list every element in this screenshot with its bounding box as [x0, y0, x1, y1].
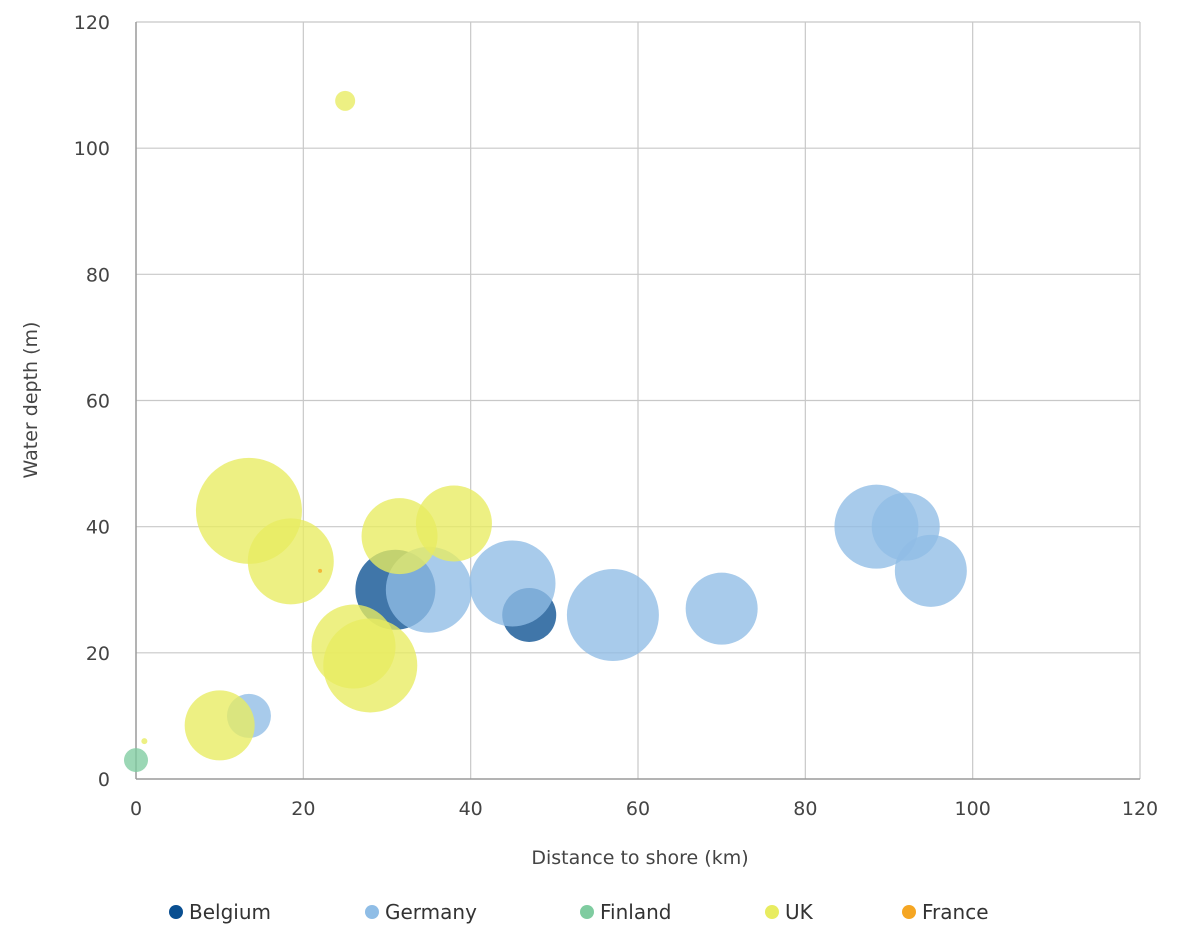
bubble-uk — [184, 690, 255, 761]
bubble-germany — [469, 540, 556, 627]
legend-label: UK — [785, 900, 814, 924]
bubble-germany — [566, 568, 659, 661]
legend-item-germany: Germany — [365, 900, 477, 924]
y-tick-label: 0 — [98, 769, 110, 791]
bubble-uk — [247, 518, 334, 605]
y-tick-label: 40 — [86, 517, 110, 539]
x-axis-title: Distance to shore (km) — [531, 847, 748, 869]
y-axis-title: Water depth (m) — [20, 322, 42, 479]
bubble-uk — [323, 618, 418, 713]
legend-label: Belgium — [189, 900, 271, 924]
y-tick-label: 100 — [74, 138, 110, 160]
legend-label: Germany — [385, 900, 477, 924]
bubble-france — [318, 568, 323, 573]
legend-marker — [580, 905, 594, 919]
x-tick-label: 120 — [1122, 798, 1158, 820]
legend: Belgium Germany Finland UK France — [169, 900, 989, 924]
bubble-germany — [685, 572, 758, 645]
bubble-uk — [335, 90, 356, 111]
legend-item-belgium: Belgium — [169, 900, 271, 924]
bubble-layer — [124, 90, 967, 773]
legend-marker — [365, 905, 379, 919]
bubble-finland — [124, 748, 148, 773]
grid-lines — [136, 21, 1141, 779]
legend-item-france: France — [902, 900, 989, 924]
y-tick-label: 60 — [86, 391, 110, 413]
x-tick-label: 100 — [955, 798, 991, 820]
legend-item-finland: Finland — [580, 900, 671, 924]
axes — [135, 22, 1140, 780]
x-tick-label: 60 — [626, 798, 650, 820]
bubble-uk — [141, 738, 148, 745]
x-tick-label: 0 — [130, 798, 142, 820]
legend-label: France — [922, 900, 989, 924]
tick-labels: 0 20 40 60 80 100 120 0 20 40 60 80 100 120 — [74, 12, 1158, 820]
legend-item-uk: UK — [765, 900, 814, 924]
y-tick-label: 20 — [86, 643, 110, 665]
legend-marker — [902, 905, 916, 919]
x-tick-label: 80 — [793, 798, 817, 820]
legend-marker — [765, 905, 779, 919]
bubble-uk — [415, 485, 492, 562]
x-tick-label: 40 — [459, 798, 483, 820]
bubble-germany — [894, 534, 967, 607]
legend-label: Finland — [600, 900, 671, 924]
y-tick-label: 80 — [86, 264, 110, 286]
legend-marker — [169, 905, 183, 919]
x-tick-label: 20 — [291, 798, 315, 820]
y-tick-label: 120 — [74, 12, 110, 34]
